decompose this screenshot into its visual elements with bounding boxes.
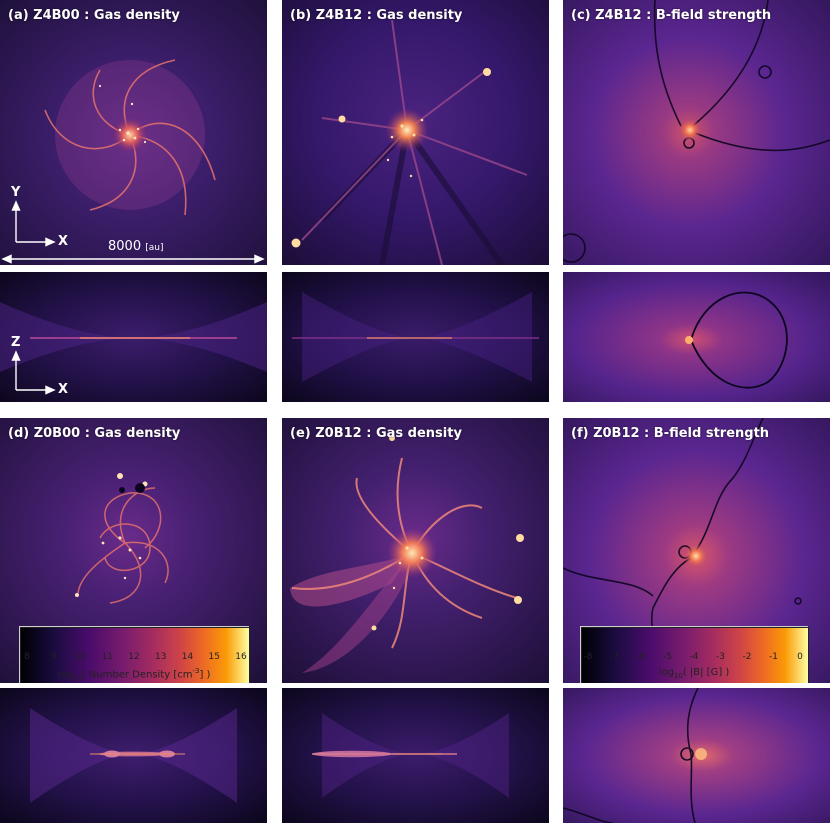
panel-f-face-on: (f) Z0B12 : B-field strength -8 -7 -6 -5… (563, 418, 830, 683)
panel-d-face-on: (d) Z0B00 : Gas density 8 9 10 11 12 13 … (0, 418, 267, 683)
xz-axes-indicator (11, 350, 56, 395)
density-tick: 13 (155, 652, 167, 662)
bfield-tick: -1 (769, 652, 778, 662)
panel-b-edge-image (282, 272, 549, 402)
axis-label-y: Y (11, 185, 21, 200)
density-colorbar: 8 9 10 11 12 13 14 15 16 log10( Number D… (19, 626, 250, 683)
bfield-tick: -8 (583, 652, 593, 662)
density-colorbar-ticks: 8 9 10 11 12 13 14 15 16 (24, 652, 247, 666)
density-colorbar-label: log10( Number Density [cm-3] ) (57, 667, 211, 683)
panel-c-edge-on (563, 272, 830, 402)
bfield-tick: -3 (716, 652, 725, 662)
bfield-colorbar-label: log10( |B| [G] ) (658, 667, 730, 680)
bfield-tick: -6 (636, 652, 646, 662)
bfield-tick: -7 (610, 652, 619, 662)
bfield-tick: -4 (689, 652, 699, 662)
axis-label-x: X (58, 234, 69, 249)
panel-e-edge-image (282, 688, 549, 823)
bfield-colorbar: -8 -7 -6 -5 -4 -3 -2 -1 0 log10( |B| [G]… (580, 626, 809, 683)
bfield-tick: -5 (663, 652, 672, 662)
scale-bar-unit: [au] (145, 243, 164, 253)
panel-c-image (563, 0, 830, 265)
panel-b-image (282, 0, 549, 265)
panel-c-title: (c) Z4B12 : B-field strength (571, 8, 772, 23)
panel-d-edge-image (0, 688, 267, 823)
panel-e-face-on: (e) Z0B12 : Gas density (282, 418, 549, 683)
density-tick: 8 (24, 652, 30, 662)
density-tick: 14 (181, 652, 194, 662)
panel-f-edge-on (563, 688, 830, 823)
panel-a-title: (a) Z4B00 : Gas density (8, 8, 180, 23)
bfield-colorbar-ticks: -8 -7 -6 -5 -4 -3 -2 -1 0 (584, 652, 803, 666)
bfield-colorbar-gradient (581, 627, 809, 683)
density-tick: 10 (74, 652, 87, 662)
bfield-tick: -2 (742, 652, 752, 662)
panel-a-edge-on: Z X (0, 272, 267, 402)
panel-e-title: (e) Z0B12 : Gas density (290, 426, 462, 441)
panel-a-image (0, 0, 267, 265)
density-tick: 16 (235, 652, 247, 662)
density-tick: 12 (128, 652, 140, 662)
panel-e-image (282, 418, 549, 683)
scale-bar-label: 8000 [au] (108, 239, 163, 254)
xy-axes-indicator (1, 200, 265, 264)
density-colorbar-gradient (20, 627, 250, 683)
panel-c-edge-image (563, 272, 830, 402)
density-tick: 9 (50, 652, 57, 662)
panel-a-face-on: (a) Z4B00 : Gas density Y X 8000 [au] (0, 0, 267, 265)
bfield-tick: 0 (797, 652, 803, 662)
panel-f-title: (f) Z0B12 : B-field strength (571, 426, 770, 441)
panel-d-title: (d) Z0B00 : Gas density (8, 426, 181, 441)
panel-b-title: (b) Z4B12 : Gas density (290, 8, 463, 23)
panel-a-edge-image (0, 272, 267, 402)
panel-f-edge-image (563, 688, 830, 823)
panel-b-face-on: (b) Z4B12 : Gas density (282, 0, 549, 265)
panel-d-edge-on (0, 688, 267, 823)
panel-c-face-on: (c) Z4B12 : B-field strength (563, 0, 830, 265)
density-tick: 11 (101, 652, 113, 662)
panel-e-edge-on (282, 688, 549, 823)
scale-bar-value: 8000 (108, 239, 142, 254)
axis-label-z: Z (11, 335, 21, 350)
panel-b-edge-on (282, 272, 549, 402)
axis-label-x-side: X (58, 382, 69, 397)
density-tick: 15 (208, 652, 220, 662)
